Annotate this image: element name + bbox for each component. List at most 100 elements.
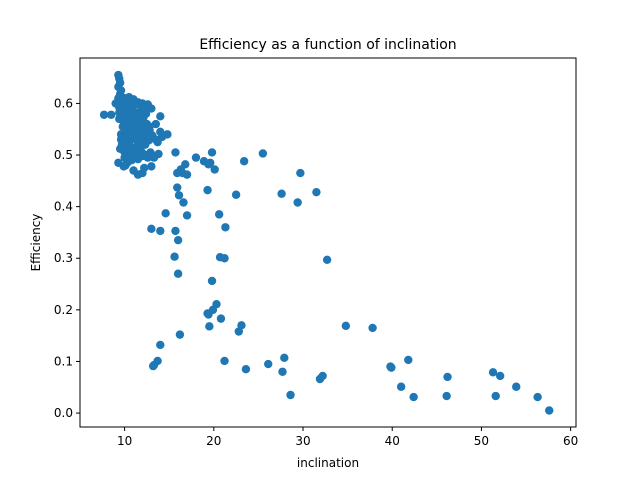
data-point [216, 314, 226, 323]
data-point [214, 210, 224, 219]
data-point [280, 353, 289, 363]
data-point [368, 323, 377, 333]
data-point [115, 144, 125, 154]
data-point [545, 406, 554, 415]
x-tick-label: 60 [563, 434, 578, 448]
data-point [156, 340, 165, 350]
y-tick-label: 0.1 [54, 354, 73, 368]
data-point [140, 140, 150, 149]
data-point [113, 99, 122, 108]
data-point [318, 371, 327, 381]
data-point [121, 161, 130, 170]
x-tick-label: 10 [117, 434, 132, 448]
data-point [204, 310, 213, 319]
data-point [322, 255, 332, 264]
y-tick-label: 0.0 [54, 406, 73, 420]
data-point [122, 126, 131, 135]
data-point [171, 148, 180, 157]
plot-frame [79, 57, 577, 428]
data-point [182, 211, 192, 220]
data-point [170, 252, 179, 261]
data-point [293, 198, 302, 207]
data-point [114, 158, 123, 167]
data-point [204, 160, 213, 169]
data-point [220, 356, 229, 366]
data-point [161, 209, 170, 218]
y-tick-label: 0.5 [54, 148, 73, 162]
data-point [147, 224, 156, 234]
data-point [174, 191, 184, 200]
data-point [277, 189, 286, 198]
data-point [512, 382, 521, 391]
data-point [286, 390, 295, 400]
data-point [341, 321, 351, 331]
data-point [127, 155, 136, 165]
data-point [207, 148, 217, 157]
data-point [125, 118, 135, 128]
data-point [234, 327, 243, 336]
data-point [129, 166, 138, 175]
data-point [386, 362, 395, 371]
data-point [488, 368, 498, 377]
y-axis: 0.0 0.1 0.2 0.3 0.4 0.5 0.6 [54, 96, 80, 420]
data-point [156, 127, 165, 136]
data-point [442, 391, 451, 401]
data-point [396, 382, 406, 391]
data-point [179, 198, 188, 207]
data-point [116, 93, 126, 102]
y-tick-label: 0.2 [54, 303, 73, 317]
data-point [221, 223, 230, 232]
data-point [312, 187, 321, 197]
x-tick-label: 20 [206, 434, 221, 448]
data-point [278, 367, 287, 376]
data-point [120, 137, 129, 147]
data-point [134, 114, 144, 124]
chart-title: Efficiency as a function of inclination [199, 37, 456, 53]
data-point [220, 254, 229, 263]
data-point [296, 168, 305, 178]
data-point [495, 371, 505, 381]
data-point [258, 149, 268, 158]
data-point [128, 109, 137, 118]
data-point [205, 322, 214, 331]
data-point [173, 183, 182, 192]
data-point [153, 137, 162, 147]
data-point [115, 114, 124, 124]
data-point [443, 372, 452, 382]
data-point [181, 160, 190, 169]
data-point [239, 157, 249, 166]
x-tick-label: 40 [385, 434, 400, 448]
data-point [142, 150, 152, 160]
data-point [491, 391, 500, 401]
data-point [191, 153, 201, 162]
data-point [151, 119, 161, 129]
data-point [147, 104, 156, 113]
data-point [140, 163, 149, 173]
data-point [156, 226, 165, 236]
x-axis: 10 20 30 40 50 60 [117, 427, 578, 448]
x-axis-label: inclination [297, 456, 359, 470]
data-point [171, 226, 180, 236]
data-point [173, 235, 183, 245]
data-point [120, 106, 129, 116]
data-point [173, 269, 183, 278]
data-point [175, 330, 185, 339]
y-tick-label: 0.4 [54, 200, 73, 214]
data-point [107, 110, 116, 119]
data-point [404, 355, 413, 365]
data-point [533, 392, 542, 402]
data-points [99, 70, 554, 415]
data-point [145, 126, 154, 135]
data-point [409, 392, 418, 402]
data-point [137, 130, 146, 139]
data-point [264, 359, 273, 369]
data-point [212, 299, 221, 309]
data-point [147, 162, 156, 171]
data-point [210, 165, 219, 174]
data-point [99, 110, 109, 119]
y-tick-label: 0.3 [54, 251, 73, 265]
data-point [203, 185, 212, 195]
